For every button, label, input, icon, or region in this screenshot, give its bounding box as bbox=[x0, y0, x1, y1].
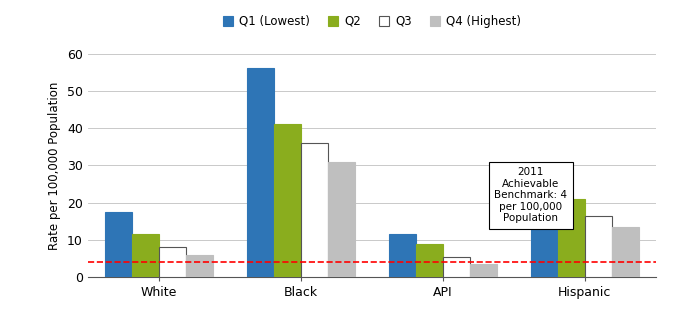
Bar bbox=[612, 227, 639, 277]
Bar bbox=[416, 244, 443, 277]
Bar bbox=[274, 124, 301, 277]
Bar bbox=[328, 162, 355, 277]
Bar bbox=[585, 216, 612, 277]
Legend: Q1 (Lowest), Q2, Q3, Q4 (Highest): Q1 (Lowest), Q2, Q3, Q4 (Highest) bbox=[218, 10, 526, 33]
Bar bbox=[558, 199, 585, 277]
Bar bbox=[159, 247, 186, 277]
Bar bbox=[301, 143, 328, 277]
Bar bbox=[389, 234, 416, 277]
Bar bbox=[186, 255, 213, 277]
Bar bbox=[132, 234, 159, 277]
Y-axis label: Rate per 100,000 Population: Rate per 100,000 Population bbox=[49, 81, 62, 249]
Bar bbox=[443, 257, 470, 277]
Bar bbox=[247, 68, 274, 277]
Bar bbox=[105, 212, 132, 277]
Bar bbox=[531, 165, 558, 277]
Text: 2011
Achievable
Benchmark: 4
per 100,000
Population: 2011 Achievable Benchmark: 4 per 100,000… bbox=[494, 167, 567, 223]
Bar bbox=[470, 264, 497, 277]
